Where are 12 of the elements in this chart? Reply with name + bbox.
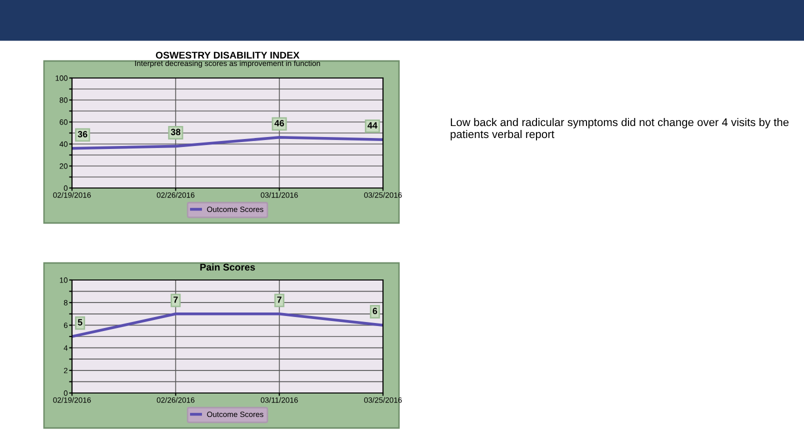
data-label: 44 [368, 122, 378, 128]
data-label: 46 [274, 120, 284, 126]
text: Low back and radicular symptoms did not change over 4 visits by the patients verbal report [450, 118, 789, 140]
chart-title: Pain Scores [200, 263, 255, 271]
data-label: 36 [78, 130, 88, 138]
data-label: 5 [78, 319, 82, 326]
chart-title: OSWESTRY DISABILITY INDEX [156, 52, 300, 59]
line-series [72, 136, 383, 150]
data-label: 38 [170, 128, 180, 136]
data-label: 6 [372, 308, 378, 314]
data-label: 7 [277, 296, 282, 303]
data-label: 7 [174, 296, 178, 303]
